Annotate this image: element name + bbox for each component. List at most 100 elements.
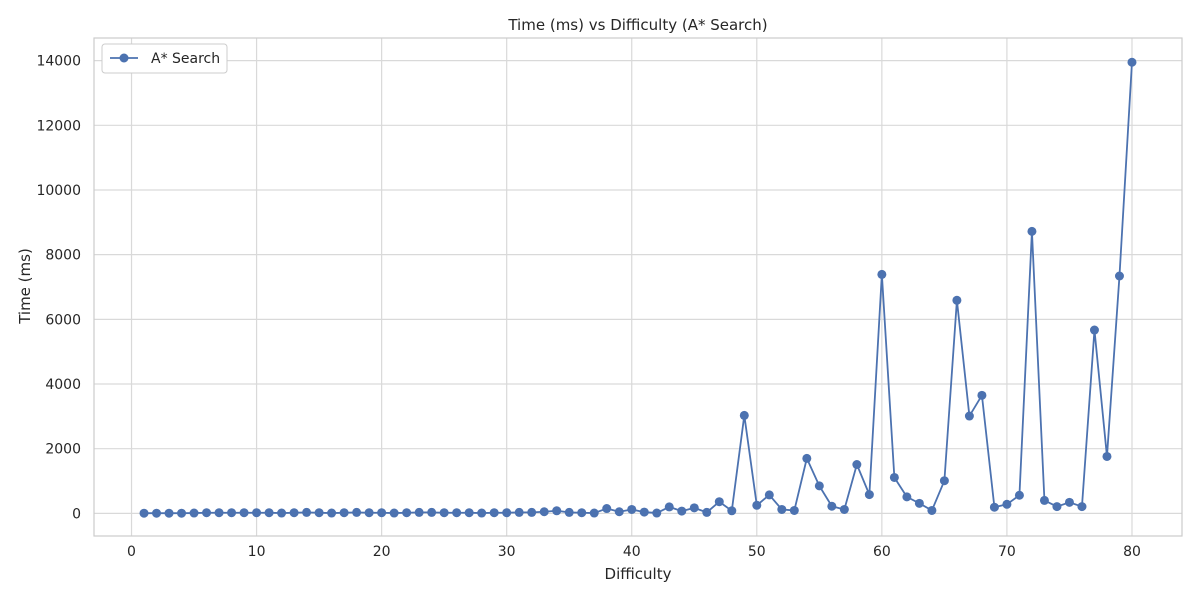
data-point — [414, 507, 424, 517]
data-point — [302, 507, 312, 517]
data-point — [527, 507, 537, 517]
data-point — [1039, 495, 1049, 505]
data-point — [214, 508, 224, 518]
data-point — [777, 504, 787, 514]
data-point — [1089, 325, 1099, 335]
data-point — [989, 502, 999, 512]
data-point — [864, 490, 874, 500]
data-point — [1077, 502, 1087, 512]
y-tick-label: 10000 — [36, 183, 81, 199]
x-tick-label: 70 — [998, 544, 1016, 560]
data-point — [352, 507, 362, 517]
data-point — [614, 507, 624, 517]
data-point — [639, 507, 649, 517]
data-point — [364, 508, 374, 518]
data-point — [327, 508, 337, 518]
x-tick-label: 80 — [1123, 544, 1141, 560]
data-point — [377, 508, 387, 518]
data-point — [314, 508, 324, 518]
data-point — [264, 508, 274, 518]
data-point — [889, 472, 899, 482]
data-point — [589, 508, 599, 518]
data-point — [439, 508, 449, 518]
data-point — [977, 390, 987, 400]
data-point — [1002, 499, 1012, 509]
chart-title: Time (ms) vs Difficulty (A* Search) — [507, 16, 767, 34]
series-layer — [139, 57, 1137, 518]
data-point — [539, 507, 549, 517]
x-tick-labels: 0 10 20 30 40 50 60 70 80 — [127, 544, 1141, 560]
data-point — [839, 504, 849, 514]
data-point — [452, 508, 462, 518]
y-tick-label: 6000 — [45, 312, 81, 328]
legend-label: A* Search — [151, 51, 220, 67]
legend: A* Search — [101, 43, 228, 74]
y-tick-label: 12000 — [36, 118, 81, 134]
data-point — [964, 411, 974, 421]
data-point — [277, 508, 287, 518]
data-point — [802, 453, 812, 463]
grid — [94, 38, 1182, 536]
data-point — [402, 508, 412, 518]
data-point — [877, 269, 887, 279]
y-tick-labels: 0 2000 4000 6000 8000 10000 12000 14000 — [36, 54, 81, 523]
data-point — [464, 508, 474, 518]
data-point — [1014, 490, 1024, 500]
data-point — [664, 502, 674, 512]
y-axis-title: Time (ms) — [16, 248, 34, 325]
data-point — [902, 492, 912, 502]
data-point — [1052, 502, 1062, 512]
data-point — [177, 508, 187, 518]
data-point — [552, 506, 562, 516]
data-point — [627, 504, 637, 514]
data-point — [1027, 226, 1037, 236]
data-point — [577, 508, 587, 518]
data-point — [477, 508, 487, 518]
legend-marker-swatch — [119, 53, 129, 63]
data-point — [289, 508, 299, 518]
data-point — [702, 507, 712, 517]
data-point — [789, 505, 799, 515]
data-point — [427, 507, 437, 517]
data-point — [189, 508, 199, 518]
data-point — [339, 508, 349, 518]
x-tick-label: 60 — [873, 544, 891, 560]
data-point — [814, 481, 824, 491]
plot-frame — [93, 37, 1183, 537]
y-tick-label: 4000 — [45, 377, 81, 393]
data-point — [677, 506, 687, 516]
data-point — [514, 507, 524, 517]
x-axis-title: Difficulty — [605, 565, 672, 583]
data-point — [827, 501, 837, 511]
x-tick-label: 10 — [248, 544, 266, 560]
data-point — [652, 508, 662, 518]
data-point — [227, 508, 237, 518]
data-point — [202, 508, 212, 518]
data-point — [489, 508, 499, 518]
legend-box — [101, 43, 228, 74]
data-point — [389, 508, 399, 518]
x-tick-label: 50 — [748, 544, 766, 560]
data-point — [239, 508, 249, 518]
data-point — [1127, 57, 1137, 67]
data-point — [139, 508, 149, 518]
data-point — [764, 490, 774, 500]
data-point — [1064, 497, 1074, 507]
data-point — [1114, 271, 1124, 281]
x-tick-label: 30 — [498, 544, 516, 560]
data-point — [689, 503, 699, 513]
data-point — [939, 476, 949, 486]
data-point — [602, 504, 612, 514]
data-point — [164, 508, 174, 518]
x-tick-label: 20 — [373, 544, 391, 560]
y-tick-label: 0 — [72, 506, 81, 522]
data-point — [852, 460, 862, 470]
data-point — [502, 508, 512, 518]
x-tick-label: 0 — [127, 544, 136, 560]
data-point — [727, 506, 737, 516]
data-point — [914, 498, 924, 508]
data-point — [739, 410, 749, 420]
data-point — [752, 500, 762, 510]
